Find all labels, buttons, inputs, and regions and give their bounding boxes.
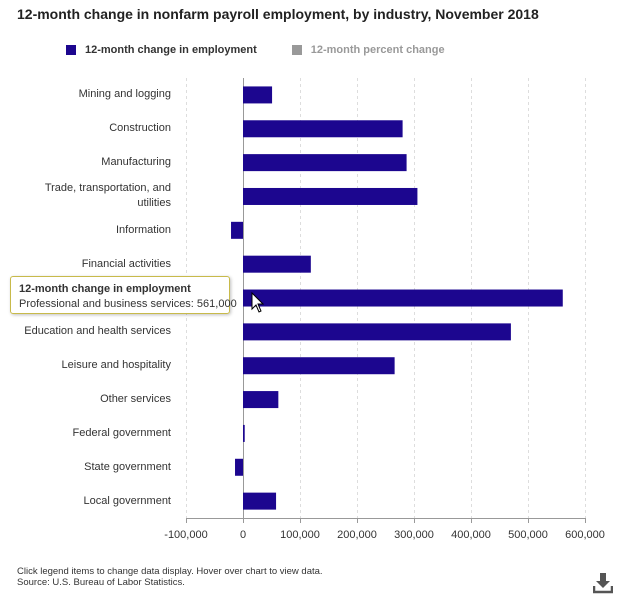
category-label: Financial activities — [81, 257, 171, 270]
category-label: Trade, transportation, and utilities — [44, 182, 171, 210]
bar-6 — [243, 289, 563, 307]
tooltip-title: 12-month change in employment — [19, 283, 191, 295]
legend-swatch-employment-change — [66, 45, 76, 55]
x-tick-label: 400,000 — [451, 529, 491, 541]
x-tick-label: 600,000 — [565, 529, 605, 541]
legend-swatch-percent-change — [291, 45, 302, 55]
download-button[interactable] — [592, 572, 614, 594]
bar-1 — [243, 120, 403, 138]
bar-5 — [243, 255, 311, 273]
footer-instructions: Click legend items to change data displa… — [17, 566, 323, 577]
x-tick-label: 500,000 — [508, 529, 548, 541]
x-tick-label: 300,000 — [394, 529, 434, 541]
bar-4 — [231, 221, 243, 239]
chart-footer: Click legend items to change data displa… — [17, 566, 323, 588]
chart-tooltip: 12-month change in employment Profession… — [10, 276, 237, 314]
category-label: Manufacturing — [101, 156, 171, 169]
x-tick-label: 100,000 — [280, 529, 320, 541]
category-label: Education and health services — [24, 325, 171, 338]
legend-item-percent-change[interactable]: 12-month percent change — [291, 44, 445, 56]
bar-7 — [243, 323, 511, 341]
bar-9 — [243, 391, 279, 409]
category-label: State government — [84, 460, 171, 473]
footer-source: Source: U.S. Bureau of Labor Statistics. — [17, 577, 185, 588]
legend-item-employment-change[interactable]: 12-month change in employment — [66, 44, 257, 56]
bar-10 — [243, 424, 245, 442]
tooltip-body: Professional and business services: 561,… — [19, 298, 237, 310]
bar-8 — [243, 357, 395, 375]
category-label: Leisure and hospitality — [61, 359, 171, 372]
category-label: Information — [115, 223, 171, 236]
category-label: Federal government — [72, 426, 171, 439]
legend: 12-month change in employment 12-month p… — [66, 44, 445, 56]
mouse-cursor-icon — [251, 291, 265, 313]
x-tick-label: 200,000 — [337, 529, 377, 541]
category-label: Mining and logging — [78, 88, 171, 101]
chart-title: 12-month change in nonfarm payroll emplo… — [17, 6, 539, 22]
download-icon — [592, 573, 614, 594]
bar-12 — [243, 492, 277, 510]
category-label: Other services — [100, 393, 171, 406]
legend-label-employment-change: 12-month change in employment — [85, 44, 257, 56]
bar-3 — [243, 187, 418, 205]
x-tick-label: 0 — [240, 529, 246, 541]
bar-11 — [235, 458, 243, 476]
bar-0 — [243, 86, 273, 104]
bar-2 — [243, 154, 407, 172]
legend-label-percent-change: 12-month percent change — [310, 44, 445, 56]
category-label: Construction — [109, 122, 171, 135]
x-tick-label: -100,000 — [164, 529, 207, 541]
category-label: Local government — [83, 494, 171, 507]
